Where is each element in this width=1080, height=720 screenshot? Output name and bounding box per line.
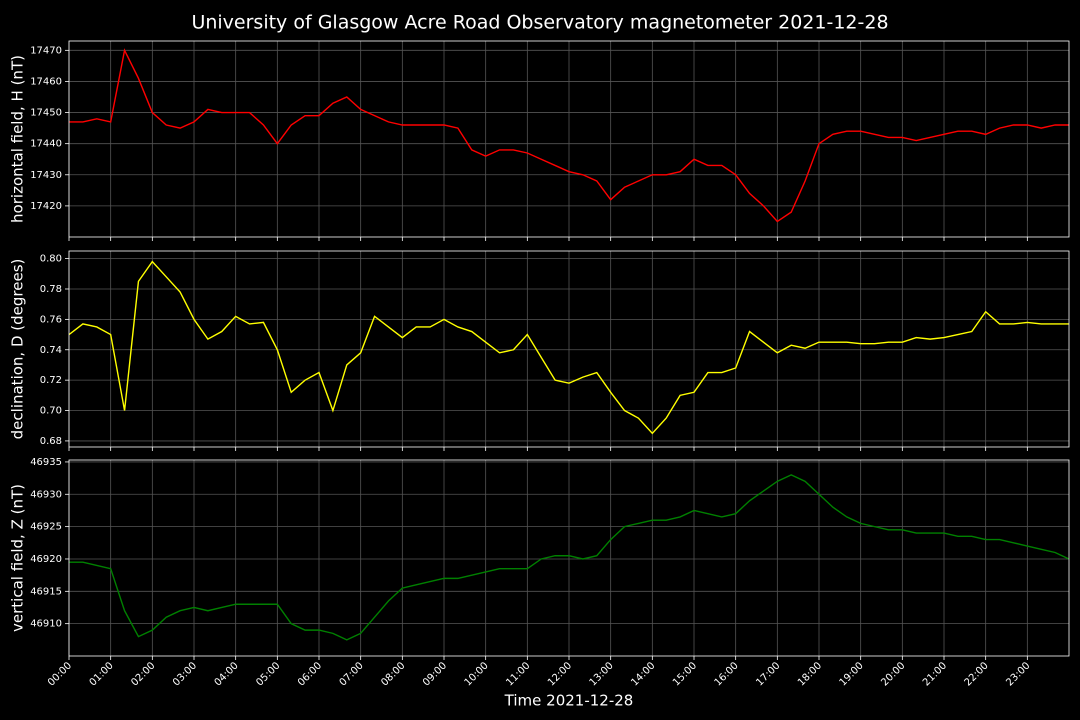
y-tick-label: 17440 xyxy=(30,139,62,150)
plot-area xyxy=(69,474,1069,641)
y-tick-label: 17450 xyxy=(30,108,62,119)
axes-frame xyxy=(68,250,1070,448)
y-tick-label: 46930 xyxy=(30,489,62,500)
y-axis-label: declination, D (degrees) xyxy=(9,259,27,440)
y-tick-label: 17420 xyxy=(30,201,62,212)
y-tick-label: 0.80 xyxy=(40,254,62,265)
y-tick-label: 0.76 xyxy=(40,314,62,325)
data-line xyxy=(69,260,1069,435)
y-tick-label: 0.68 xyxy=(40,436,62,447)
plot-area xyxy=(69,48,1069,223)
y-axis-label: vertical field, Z (nT) xyxy=(9,484,27,632)
axes-frame xyxy=(68,459,1070,657)
data-line xyxy=(69,474,1069,641)
y-axis-label: horizontal field, H (nT) xyxy=(9,55,27,223)
y-tick-label: 0.70 xyxy=(40,406,62,417)
y-tick-label: 0.78 xyxy=(40,284,62,295)
chart-title: University of Glasgow Acre Road Observat… xyxy=(191,12,888,34)
x-axis-label: Time 2021-12-28 xyxy=(504,692,634,710)
y-tick-label: 46925 xyxy=(30,522,62,533)
y-tick-label: 46910 xyxy=(30,619,62,630)
y-tick-label: 0.72 xyxy=(40,375,62,386)
y-tick-label: 17460 xyxy=(30,76,62,87)
y-tick-label: 17470 xyxy=(30,45,62,56)
plot-area xyxy=(69,260,1069,435)
y-tick-label: 46920 xyxy=(30,554,62,565)
y-tick-label: 17430 xyxy=(30,170,62,181)
data-line xyxy=(69,48,1069,223)
y-tick-label: 0.74 xyxy=(40,345,62,356)
axes-frame xyxy=(68,40,1070,238)
y-tick-label: 46915 xyxy=(30,586,62,597)
y-tick-label: 46935 xyxy=(30,457,62,468)
